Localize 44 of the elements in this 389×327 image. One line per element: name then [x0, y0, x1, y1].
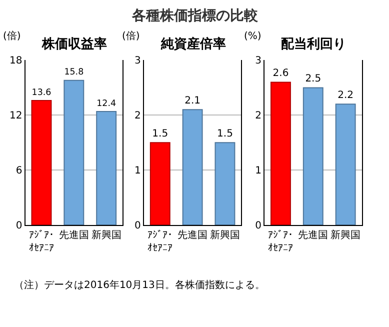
x-tick-label: 先進国 — [178, 229, 208, 242]
y-tick-label: 2 — [134, 110, 141, 122]
data-label: 2.2 — [338, 90, 354, 102]
x-tick-label: ｱｼﾞｱ･ｵｾｱﾆｱ — [148, 229, 173, 254]
x-tick-label: 新興国 — [210, 229, 240, 242]
chart-title: 配当利回り — [281, 36, 346, 52]
y-tick-label: 1 — [134, 166, 141, 177]
text: 各種株価指標の比較 — [131, 8, 259, 24]
y-tick-label: 0 — [134, 220, 141, 232]
data-label: 15.8 — [64, 68, 84, 78]
x-tick-label: 新興国 — [330, 229, 361, 242]
chart-title: 純資産倍率 — [160, 36, 226, 52]
data-label: 12.4 — [96, 98, 116, 109]
bar — [302, 87, 324, 226]
data-label: 1.5 — [217, 128, 233, 140]
y-tick-label: 3 — [134, 56, 141, 67]
y-tick-label: 0 — [16, 220, 22, 232]
y-axis-title: (倍) — [122, 30, 140, 42]
y-tick-label: 2 — [255, 110, 262, 122]
y-tick-label: 6 — [16, 166, 22, 177]
x-tick-label: 先進国 — [58, 229, 89, 242]
data-label: 2.1 — [184, 96, 201, 107]
y-axis-title: (%) — [244, 31, 262, 42]
bar — [270, 82, 291, 226]
x-tick-label: 新興国 — [91, 229, 122, 242]
x-tick-label: ｱｼﾞｱ･ｵｾｱﾆｱ — [268, 229, 294, 254]
y-axis-title: (倍) — [3, 30, 21, 42]
data-label: 2.5 — [305, 74, 322, 85]
x-tick-label: 先進国 — [298, 229, 328, 242]
y-tick-label: 18 — [10, 56, 22, 67]
bar — [31, 100, 52, 226]
chart-title: 株価収益率 — [41, 36, 107, 52]
data-label: 13.6 — [32, 88, 52, 98]
y-tick-label: 12 — [10, 110, 22, 122]
data-label: 2.6 — [272, 68, 289, 80]
y-tick-label: 1 — [255, 166, 262, 177]
x-tick-label: ｱｼﾞｱ･ｵｾｱﾆｱ — [28, 229, 54, 254]
bar — [335, 104, 356, 226]
bar — [96, 110, 117, 226]
bar — [64, 80, 84, 226]
y-tick-label: 0 — [255, 220, 262, 232]
y-tick-label: 3 — [255, 56, 262, 67]
text: （注）データは2016年10月13日。各株価指数による。 — [14, 279, 265, 291]
data-label: 1.5 — [152, 128, 168, 140]
